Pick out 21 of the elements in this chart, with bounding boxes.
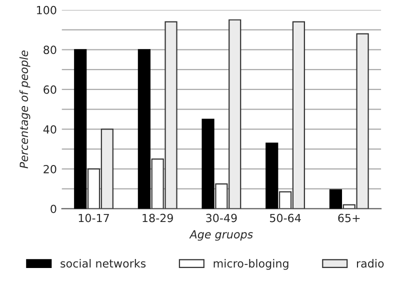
x-tick-label: 50-64 [270, 214, 301, 222]
y-tick-label: 40 [43, 125, 56, 134]
legend-label: radio [356, 259, 384, 268]
x-tick-label: 18-29 [142, 214, 173, 222]
bar [74, 49, 87, 209]
x-tick-label: 30-49 [206, 214, 237, 222]
y-axis-title: Percentage of people [19, 50, 30, 168]
y-tick-label: 60 [44, 85, 56, 94]
y-tick-label: 100 [36, 6, 56, 14]
y-tick-label: 20 [44, 164, 56, 174]
bar [329, 189, 342, 209]
x-tick-label: 65+ [338, 214, 360, 222]
bar [138, 49, 150, 209]
bar [266, 142, 278, 209]
x-axis-title: Age gruops [189, 230, 253, 241]
y-tick-label: 0 [50, 204, 56, 214]
legend-label: micro-bloging [214, 259, 288, 270]
y-tick-label: 80 [44, 46, 56, 54]
legend-label: social networks [60, 259, 146, 268]
bar [202, 118, 214, 209]
x-tick-label: 10-17 [78, 214, 109, 222]
